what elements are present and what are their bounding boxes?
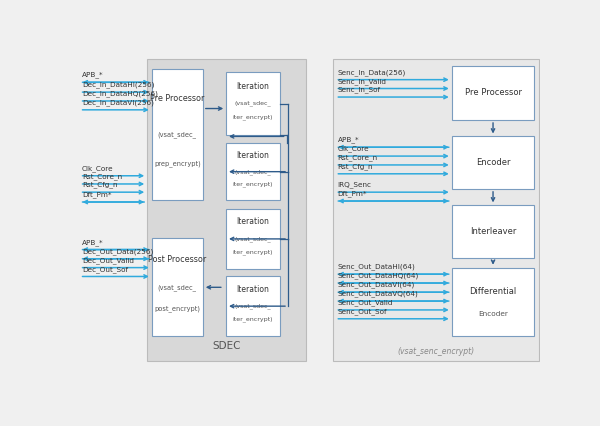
Text: APB_*: APB_*	[338, 137, 359, 143]
Text: Encoder: Encoder	[478, 311, 508, 317]
Bar	[452, 268, 535, 337]
Text: Senc_Out_DataVQ(64): Senc_Out_DataVQ(64)	[338, 291, 418, 297]
Text: Rst_Cfg_n: Rst_Cfg_n	[82, 181, 118, 188]
Text: Iteration: Iteration	[236, 151, 269, 160]
Text: Clk_Core: Clk_Core	[338, 145, 370, 152]
Text: Dec_Out_Data(256): Dec_Out_Data(256)	[82, 248, 153, 255]
Bar	[226, 276, 280, 337]
Bar	[147, 59, 306, 361]
Text: Dec_Out_Sof: Dec_Out_Sof	[82, 266, 128, 273]
Text: APB_*: APB_*	[82, 239, 104, 246]
Text: Iteration: Iteration	[236, 285, 269, 294]
Text: (vsat_sdec_: (vsat_sdec_	[235, 236, 271, 242]
Text: Dec_In_DataHQ(256): Dec_In_DataHQ(256)	[82, 90, 158, 97]
Text: (vsat_sdec_: (vsat_sdec_	[235, 101, 271, 106]
Bar	[452, 66, 535, 120]
Text: Encoder: Encoder	[476, 158, 510, 167]
Bar	[226, 72, 280, 135]
Text: Rst_Core_n: Rst_Core_n	[338, 154, 378, 161]
Text: IRQ_Senc: IRQ_Senc	[338, 181, 372, 188]
Text: Senc_Out_DataHI(64): Senc_Out_DataHI(64)	[338, 264, 415, 270]
Text: iter_encrypt): iter_encrypt)	[233, 115, 273, 120]
Bar	[152, 69, 203, 200]
Text: Senc_Out_DataVI(64): Senc_Out_DataVI(64)	[338, 282, 415, 288]
Text: SDEC: SDEC	[212, 341, 241, 351]
Text: prep_encrypt): prep_encrypt)	[154, 160, 200, 167]
Bar	[226, 143, 280, 200]
Text: Senc_In_Sof: Senc_In_Sof	[338, 86, 381, 93]
Text: Pre Processor: Pre Processor	[150, 94, 205, 103]
Text: Interleaver: Interleaver	[470, 227, 516, 236]
Text: (vsat_sdec_: (vsat_sdec_	[235, 303, 271, 309]
Text: Post Processor: Post Processor	[148, 255, 206, 264]
Text: (vsat_sdec_: (vsat_sdec_	[235, 169, 271, 175]
Text: post_encrypt): post_encrypt)	[154, 305, 200, 312]
Text: iter_encrypt): iter_encrypt)	[233, 249, 273, 255]
Text: Senc_Out_Sof: Senc_Out_Sof	[338, 308, 387, 315]
Bar	[333, 59, 539, 361]
Text: Clk_Core: Clk_Core	[82, 165, 113, 172]
Text: Rst_Core_n: Rst_Core_n	[82, 173, 122, 180]
Text: Rst_Cfg_n: Rst_Cfg_n	[338, 163, 373, 170]
Bar	[152, 238, 203, 337]
Text: Senc_In_Valid: Senc_In_Valid	[338, 78, 387, 85]
Text: (vsat_sdec_: (vsat_sdec_	[158, 284, 197, 291]
Text: Iteration: Iteration	[236, 82, 269, 91]
Text: Dec_In_DataHI(256): Dec_In_DataHI(256)	[82, 81, 154, 88]
Text: Senc_Out_Valid: Senc_Out_Valid	[338, 299, 393, 306]
Text: Dft_Pm*: Dft_Pm*	[338, 190, 367, 197]
Bar	[452, 136, 535, 189]
Text: Differential: Differential	[469, 287, 517, 296]
Text: (vsat_senc_encrypt): (vsat_senc_encrypt)	[398, 347, 475, 356]
Text: iter_encrypt): iter_encrypt)	[233, 181, 273, 187]
Text: Pre Processor: Pre Processor	[464, 89, 521, 98]
Text: Dec_Out_Valid: Dec_Out_Valid	[82, 257, 134, 264]
Text: APB_*: APB_*	[82, 72, 104, 78]
Text: Iteration: Iteration	[236, 217, 269, 227]
Bar	[452, 205, 535, 258]
Text: iter_encrypt): iter_encrypt)	[233, 317, 273, 322]
Text: Senc_In_Data(256): Senc_In_Data(256)	[338, 69, 406, 76]
Text: Senc_Out_DataHQ(64): Senc_Out_DataHQ(64)	[338, 272, 419, 279]
Text: Dec_In_DataVI(256): Dec_In_DataVI(256)	[82, 99, 154, 106]
Bar	[226, 209, 280, 269]
Text: (vsat_sdec_: (vsat_sdec_	[158, 131, 197, 138]
Text: Dft_Pm*: Dft_Pm*	[82, 191, 112, 198]
